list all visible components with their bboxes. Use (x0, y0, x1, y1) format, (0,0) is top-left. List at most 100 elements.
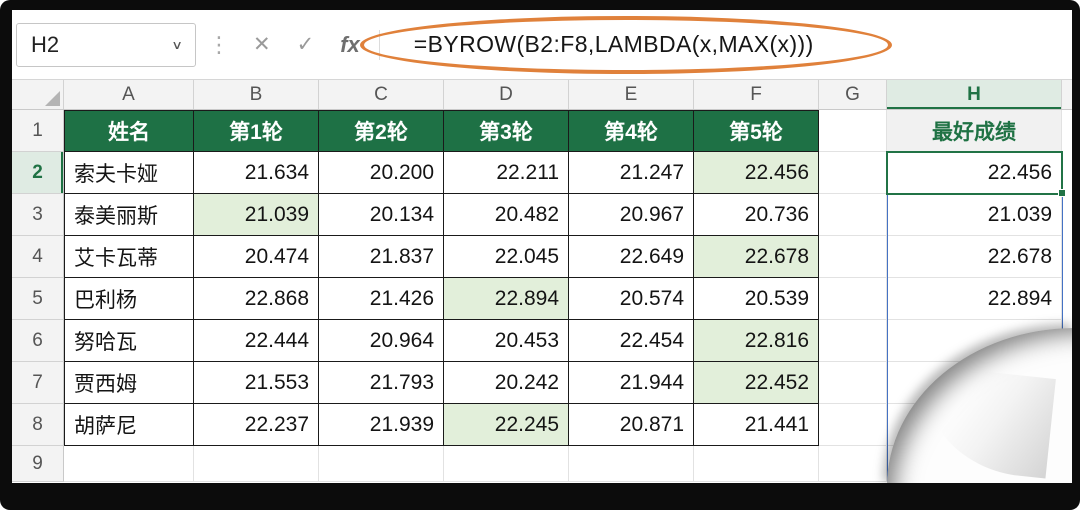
column-header-H[interactable]: H (887, 80, 1062, 109)
cell-D7[interactable]: 20.242 (444, 362, 569, 404)
insert-function-button[interactable]: fx (327, 32, 373, 58)
cell-D4[interactable]: 22.045 (444, 236, 569, 278)
row-header-6[interactable]: 6 (12, 320, 64, 362)
cell-G3[interactable] (819, 194, 887, 236)
row-header-1[interactable]: 1 (12, 110, 64, 152)
cell-B7[interactable]: 21.553 (194, 362, 319, 404)
row-header-2[interactable]: 2 (12, 152, 64, 194)
cell-F4[interactable]: 22.678 (694, 236, 819, 278)
cell-A4[interactable]: 艾卡瓦蒂 (64, 236, 194, 278)
cell-H3[interactable]: 21.039 (887, 194, 1062, 236)
cell-H2[interactable]: 22.456 (887, 152, 1062, 194)
cell-G5[interactable] (819, 278, 887, 320)
cell-H5[interactable]: 22.894 (887, 278, 1062, 320)
row-header-4[interactable]: 4 (12, 236, 64, 278)
cell-B6[interactable]: 22.444 (194, 320, 319, 362)
sheet-row-6: 6 努哈瓦 22.444 20.964 20.453 22.454 22.816 (12, 320, 1072, 362)
cell-B2[interactable]: 21.634 (194, 152, 319, 194)
cell-G8[interactable] (819, 404, 887, 446)
column-header-A[interactable]: A (64, 80, 194, 109)
cell-E6[interactable]: 22.454 (569, 320, 694, 362)
cell-F3[interactable]: 20.736 (694, 194, 819, 236)
sheet-row-7: 7 贾西姆 21.553 21.793 20.242 21.944 22.452 (12, 362, 1072, 404)
cell-B8[interactable]: 22.237 (194, 404, 319, 446)
cell-B4[interactable]: 20.474 (194, 236, 319, 278)
row-header-3[interactable]: 3 (12, 194, 64, 236)
cell-B9[interactable] (194, 446, 319, 482)
cell-C3[interactable]: 20.134 (319, 194, 444, 236)
fill-handle[interactable] (1058, 189, 1066, 197)
cell-G4[interactable] (819, 236, 887, 278)
cell-F5[interactable]: 20.539 (694, 278, 819, 320)
cell-E9[interactable] (569, 446, 694, 482)
sheet-row-2: 2 索夫卡娅 21.634 20.200 22.211 21.247 22.45… (12, 152, 1072, 194)
column-header-E[interactable]: E (569, 80, 694, 109)
cell-E8[interactable]: 20.871 (569, 404, 694, 446)
cell-A9[interactable] (64, 446, 194, 482)
row-header-8[interactable]: 8 (12, 404, 64, 446)
select-all-corner[interactable] (12, 80, 64, 109)
column-header-C[interactable]: C (319, 80, 444, 109)
cell-F2[interactable]: 22.456 (694, 152, 819, 194)
cell-B5[interactable]: 22.868 (194, 278, 319, 320)
cell-B1[interactable]: 第1轮 (194, 110, 319, 152)
column-header-G[interactable]: G (819, 80, 887, 109)
cell-G2[interactable] (819, 152, 887, 194)
cell-C9[interactable] (319, 446, 444, 482)
sheet-row-3: 3 泰美丽斯 21.039 20.134 20.482 20.967 20.73… (12, 194, 1072, 236)
cell-A5[interactable]: 巴利杨 (64, 278, 194, 320)
column-header-F[interactable]: F (694, 80, 819, 109)
cell-D5[interactable]: 22.894 (444, 278, 569, 320)
cell-F6[interactable]: 22.816 (694, 320, 819, 362)
cell-C4[interactable]: 21.837 (319, 236, 444, 278)
cell-F9[interactable] (694, 446, 819, 482)
row-header-9[interactable]: 9 (12, 446, 64, 482)
cell-D6[interactable]: 20.453 (444, 320, 569, 362)
column-header-D[interactable]: D (444, 80, 569, 109)
cell-G9[interactable] (819, 446, 887, 482)
cell-E4[interactable]: 22.649 (569, 236, 694, 278)
formula-bar: H2 ∨ ⋮ ✕ ✓ fx =BYROW(B2:F8,LAMBDA(x,MAX(… (12, 10, 1072, 80)
cell-E5[interactable]: 20.574 (569, 278, 694, 320)
cell-E3[interactable]: 20.967 (569, 194, 694, 236)
cell-D3[interactable]: 20.482 (444, 194, 569, 236)
cell-B3[interactable]: 21.039 (194, 194, 319, 236)
cell-A7[interactable]: 贾西姆 (64, 362, 194, 404)
cell-G7[interactable] (819, 362, 887, 404)
enter-button[interactable]: ✓ (284, 32, 328, 57)
cell-G1[interactable] (819, 110, 887, 152)
row-header-7[interactable]: 7 (12, 362, 64, 404)
cell-A3[interactable]: 泰美丽斯 (64, 194, 194, 236)
cell-C8[interactable]: 21.939 (319, 404, 444, 446)
cell-D1[interactable]: 第3轮 (444, 110, 569, 152)
cell-F8[interactable]: 21.441 (694, 404, 819, 446)
cell-C6[interactable]: 20.964 (319, 320, 444, 362)
cell-E2[interactable]: 21.247 (569, 152, 694, 194)
cell-H1[interactable]: 最好成绩 (887, 110, 1062, 152)
cell-C5[interactable]: 21.426 (319, 278, 444, 320)
cell-F1[interactable]: 第5轮 (694, 110, 819, 152)
cell-C2[interactable]: 20.200 (319, 152, 444, 194)
cell-D9[interactable] (444, 446, 569, 482)
drag-handle-dots-icon: ⋮ (208, 31, 230, 57)
cell-F7[interactable]: 22.452 (694, 362, 819, 404)
cell-E1[interactable]: 第4轮 (569, 110, 694, 152)
cell-D8[interactable]: 22.245 (444, 404, 569, 446)
column-header-B[interactable]: B (194, 80, 319, 109)
cell-A6[interactable]: 努哈瓦 (64, 320, 194, 362)
cancel-button[interactable]: ✕ (240, 32, 284, 57)
row-header-5[interactable]: 5 (12, 278, 64, 320)
cell-C7[interactable]: 21.793 (319, 362, 444, 404)
cell-G6[interactable] (819, 320, 887, 362)
cell-H4[interactable]: 22.678 (887, 236, 1062, 278)
name-box[interactable]: H2 ∨ (16, 22, 196, 67)
cell-D2[interactable]: 22.211 (444, 152, 569, 194)
cell-A8[interactable]: 胡萨尼 (64, 404, 194, 446)
cell-E7[interactable]: 21.944 (569, 362, 694, 404)
cell-C1[interactable]: 第2轮 (319, 110, 444, 152)
cell-A2[interactable]: 索夫卡娅 (64, 152, 194, 194)
cell-A1[interactable]: 姓名 (64, 110, 194, 152)
formula-input[interactable]: =BYROW(B2:F8,LAMBDA(x,MAX(x))) (413, 31, 814, 57)
chevron-down-icon[interactable]: ∨ (171, 38, 183, 52)
